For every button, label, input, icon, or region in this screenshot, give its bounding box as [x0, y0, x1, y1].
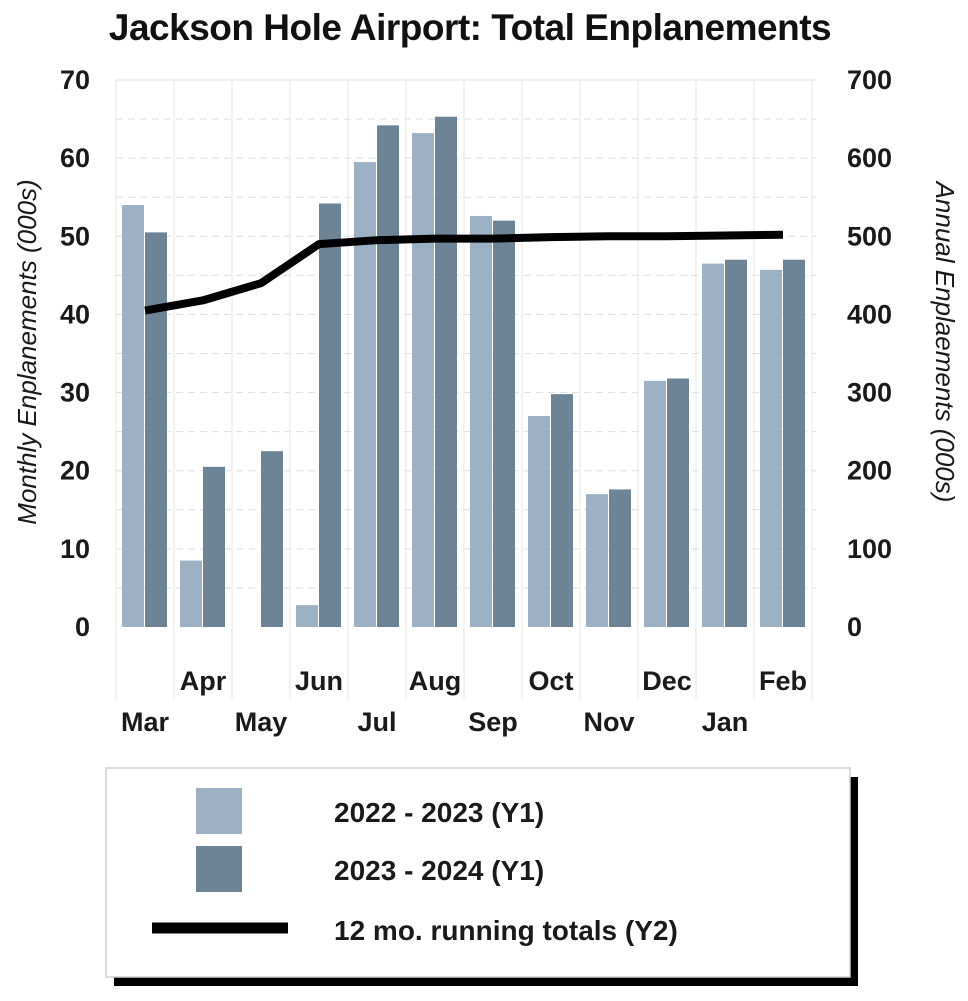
x-tick-label-jun: Jun	[295, 666, 343, 696]
x-tick-label-mar: Mar	[121, 707, 170, 737]
bar-y2022-2023-mar	[122, 205, 144, 627]
right-tick-label-200: 200	[847, 456, 892, 486]
x-tick-label-oct: Oct	[528, 666, 573, 696]
legend: 2022 - 2023 (Y1) 2023 - 2024 (Y1) 12 mo.…	[105, 767, 858, 986]
x-tick-label-aug: Aug	[409, 666, 461, 696]
bar-y2023-2024-sep	[493, 220, 515, 627]
left-tick-label-60: 60	[60, 143, 90, 173]
left-tick-label-20: 20	[60, 456, 90, 486]
left-tick-label-30: 30	[60, 378, 90, 408]
bar-y2022-2023-aug	[412, 133, 434, 627]
bar-y2023-2024-mar	[145, 232, 167, 627]
legend-label-2022-2023: 2022 - 2023 (Y1)	[334, 797, 544, 828]
left-tick-label-70: 70	[60, 65, 90, 95]
left-tick-label-10: 10	[60, 534, 90, 564]
bar-y2022-2023-feb	[760, 269, 782, 627]
right-tick-label-100: 100	[847, 534, 892, 564]
right-tick-label-700: 700	[847, 65, 892, 95]
grid-lines	[115, 79, 816, 700]
bar-y2023-2024-aug	[435, 116, 457, 627]
bar-y2022-2023-jul	[354, 162, 376, 628]
bar-y2022-2023-jan	[702, 263, 724, 627]
legend-label-running-total: 12 mo. running totals (Y2)	[334, 915, 678, 946]
bars-layer	[122, 116, 805, 628]
x-tick-label-jan: Jan	[702, 707, 749, 737]
bar-y2023-2024-may	[261, 451, 283, 627]
bar-y2023-2024-dec	[667, 378, 689, 627]
x-tick-label-apr: Apr	[180, 666, 227, 696]
right-tick-label-600: 600	[847, 143, 892, 173]
x-tick-label-feb: Feb	[759, 666, 807, 696]
right-tick-label-0: 0	[847, 612, 862, 642]
right-y-axis-label: Annual Enplaements (000s)	[930, 180, 960, 503]
bar-y2023-2024-nov	[609, 489, 631, 627]
bar-y2023-2024-jan	[725, 259, 747, 627]
bar-y2022-2023-apr	[180, 560, 202, 627]
x-tick-label-dec: Dec	[642, 666, 692, 696]
legend-label-2023-2024: 2023 - 2024 (Y1)	[334, 855, 544, 886]
running-total-line	[144, 230, 784, 315]
bar-y2023-2024-jun	[319, 203, 341, 628]
legend-swatch-2023-2024	[196, 846, 242, 892]
bar-y2022-2023-sep	[470, 215, 492, 627]
chart-title: Jackson Hole Airport: Total Enplanements	[109, 7, 831, 48]
x-tick-label-sep: Sep	[468, 707, 518, 737]
bar-y2023-2024-apr	[203, 466, 225, 627]
bar-y2023-2024-jul	[377, 125, 399, 627]
left-y-axis-ticks: 0 10 20 30 40 50 60 70	[60, 65, 90, 642]
right-tick-label-400: 400	[847, 299, 892, 329]
left-tick-label-40: 40	[60, 299, 90, 329]
legend-swatch-2022-2023	[196, 788, 242, 834]
left-tick-label-50: 50	[60, 221, 90, 251]
bar-y2022-2023-dec	[644, 380, 666, 627]
bar-y2022-2023-jun	[296, 605, 318, 627]
right-tick-label-500: 500	[847, 221, 892, 251]
x-tick-label-jul: Jul	[357, 707, 396, 737]
right-tick-label-300: 300	[847, 378, 892, 408]
x-tick-label-may: May	[235, 707, 288, 737]
running-total-line-layer	[144, 230, 784, 315]
right-y-axis-ticks: 0 100 200 300 400 500 600 700	[847, 65, 892, 642]
bar-y2022-2023-oct	[528, 416, 550, 627]
left-tick-label-0: 0	[75, 612, 90, 642]
bar-y2023-2024-oct	[551, 394, 573, 627]
bar-y2022-2023-nov	[586, 494, 608, 627]
left-y-axis-label: Monthly Enplanements (000s)	[12, 179, 42, 524]
bar-y2023-2024-feb	[783, 259, 805, 627]
x-tick-label-nov: Nov	[583, 707, 634, 737]
